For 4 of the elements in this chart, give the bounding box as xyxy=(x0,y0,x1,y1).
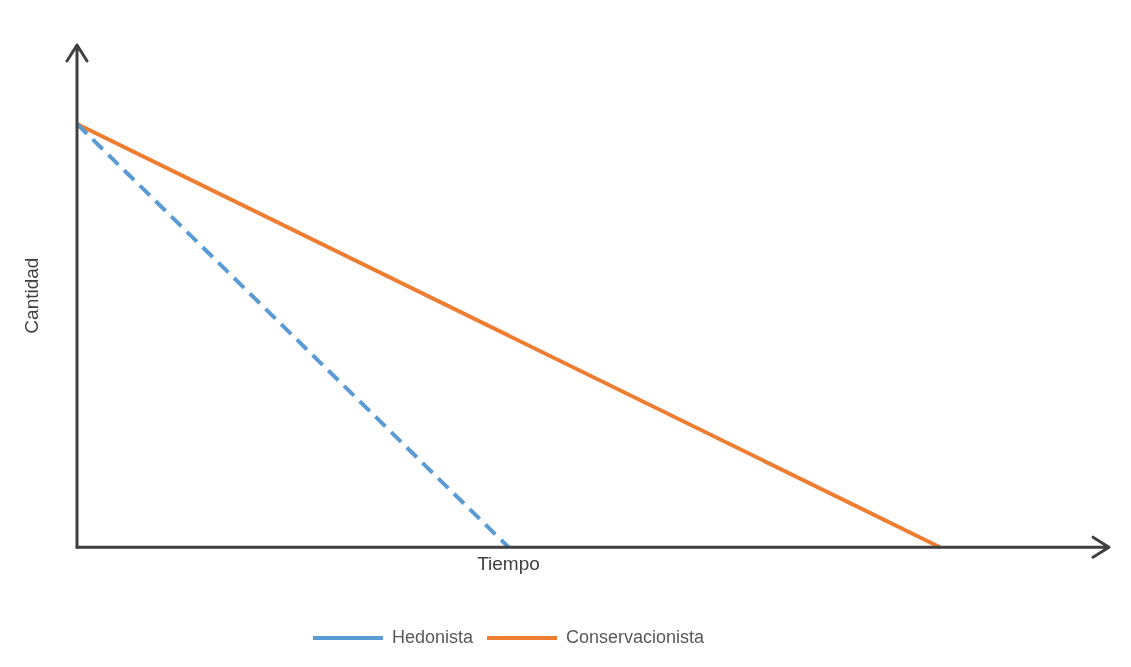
y-axis-title: Cantidad xyxy=(21,257,43,334)
legend-label: Conservacionista xyxy=(565,626,706,647)
legend-label: Hedonista xyxy=(391,626,474,647)
x-axis-title: Tiempo xyxy=(477,552,540,574)
